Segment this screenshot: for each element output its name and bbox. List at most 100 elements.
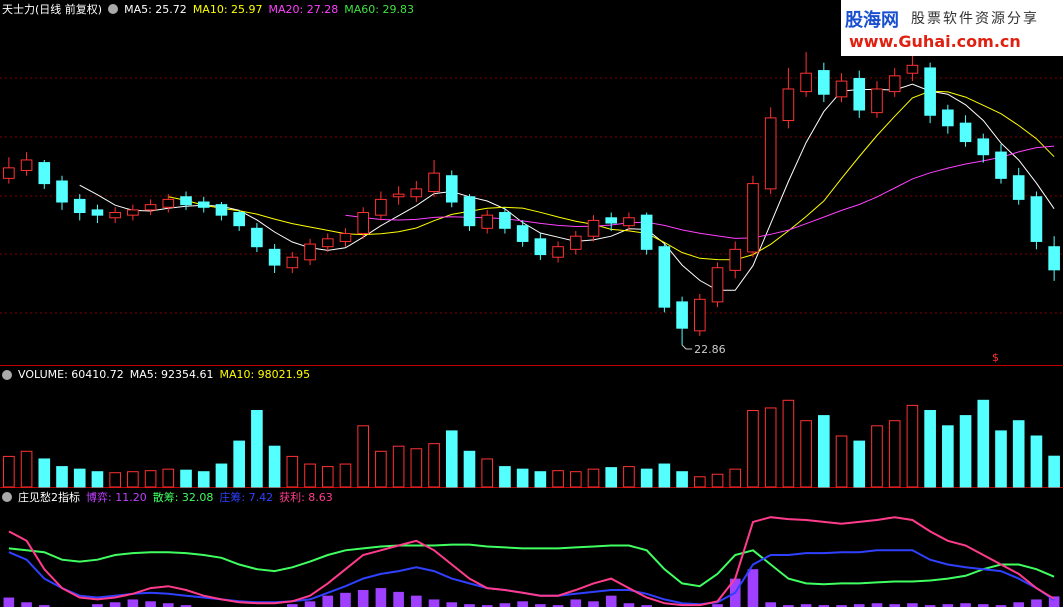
candle-body [481, 214, 494, 229]
indicator-line [8, 543, 1055, 588]
volume-bar [481, 458, 494, 488]
candle-body [658, 246, 671, 308]
volume-bar [20, 450, 33, 488]
indicator-bar [109, 602, 121, 607]
indicator-bar [836, 605, 847, 607]
legend-item: MA20: 27.28 [268, 2, 339, 16]
indicator-bar [446, 602, 458, 607]
candle-body [162, 198, 175, 208]
candle-body [623, 217, 635, 227]
indicator-bar [464, 604, 475, 607]
indicator-bar [340, 592, 351, 607]
volume-bar [463, 450, 476, 488]
candle-body [144, 204, 157, 211]
volume-bar [995, 430, 1007, 488]
indicator-bar [552, 605, 564, 607]
candle-body [428, 172, 440, 192]
menu-icon[interactable] [2, 492, 12, 502]
candle-body [906, 64, 919, 74]
volume-bar [676, 471, 688, 488]
indicator-bar [765, 602, 776, 607]
indicator-bar [411, 595, 422, 607]
candle-body [304, 243, 316, 261]
indicator-bar [924, 605, 936, 607]
legend-item: 获利: 8.63 [279, 491, 333, 504]
watermark-brand: 股海网 [845, 10, 899, 31]
volume-bar [818, 415, 830, 488]
candle-body [357, 212, 370, 235]
candle-body [38, 162, 51, 185]
indicator-bar [127, 599, 139, 607]
indicator-line [8, 516, 1055, 607]
candle-body [180, 196, 192, 206]
volume-bar [835, 435, 848, 488]
signal: $ [992, 351, 999, 364]
volume-bar [764, 407, 777, 488]
volume-bar [38, 458, 51, 488]
indicator-bar [907, 603, 918, 607]
indicator-bar [162, 603, 174, 607]
menu-icon[interactable] [108, 4, 119, 14]
candle-body [197, 201, 210, 208]
candle-body [605, 217, 618, 224]
candle-body [109, 212, 121, 219]
legend-item: MA60: 29.83 [344, 2, 414, 16]
candle-body [233, 212, 245, 227]
candle-body [321, 238, 334, 248]
candle-body [73, 198, 86, 214]
volume-bar [623, 466, 635, 488]
volume-bar [888, 420, 901, 488]
indicator-bar [287, 604, 298, 607]
candle-body [942, 109, 954, 127]
volume-bar [73, 468, 86, 488]
candle-body [392, 193, 405, 198]
indicator-bar [570, 599, 582, 607]
ma-line [79, 83, 1055, 291]
volume-bar [109, 472, 121, 488]
legend: 博弈: 11.20 散筹: 32.08 庄筹: 7.42 获利: 8.63 [86, 489, 333, 505]
indicator-bar [871, 603, 883, 607]
candle-body [888, 75, 901, 93]
volume-bar [286, 455, 299, 488]
candle-body [499, 212, 511, 229]
indicator-bar [375, 588, 387, 607]
volume-bar [410, 448, 423, 488]
volume-bar [924, 410, 936, 488]
candle-body [711, 267, 724, 303]
volume-bar [853, 440, 866, 488]
indicator-bar [889, 604, 901, 607]
candle-body [286, 256, 299, 269]
candle-body [924, 67, 936, 116]
volume-bar [251, 410, 263, 488]
volume-bar [233, 440, 245, 488]
indicator-bar [180, 605, 192, 607]
candle-body [1030, 196, 1043, 242]
indicator-bar [712, 604, 723, 607]
volume-bar [605, 467, 618, 488]
chart-title: 天士力(日线 前复权) [2, 3, 103, 16]
candle-body [410, 188, 423, 198]
candle-body [782, 88, 795, 122]
indicator-title: 庄见愁2指标 [18, 491, 80, 504]
legend-item: MA10: 98021.95 [219, 368, 311, 381]
volume-bar [1030, 435, 1043, 488]
indicator-bar [499, 603, 511, 607]
indicator-bar [960, 603, 971, 607]
legend-item: 庄筹: 7.42 [219, 491, 274, 504]
volume-bar [977, 399, 990, 488]
candle-body [764, 117, 777, 190]
candle-body [587, 219, 600, 237]
candle-body [516, 225, 529, 242]
candle-body [977, 138, 990, 156]
low-label: 22.86 [694, 343, 726, 356]
indicator-header: 庄见愁2指标 博弈: 11.20 散筹: 32.08 庄筹: 7.42 获利: 8.6… [2, 489, 333, 505]
watermark-slogan: 股票软件资源分享 [911, 11, 1039, 27]
indicator-bar [588, 601, 599, 607]
indicator-bar [818, 605, 830, 607]
volume-bar [729, 468, 742, 488]
candle-body [127, 209, 139, 216]
volume-bar [871, 425, 883, 488]
volume-bar [782, 399, 795, 488]
indicator-bar [942, 604, 954, 607]
menu-icon[interactable] [2, 369, 12, 380]
